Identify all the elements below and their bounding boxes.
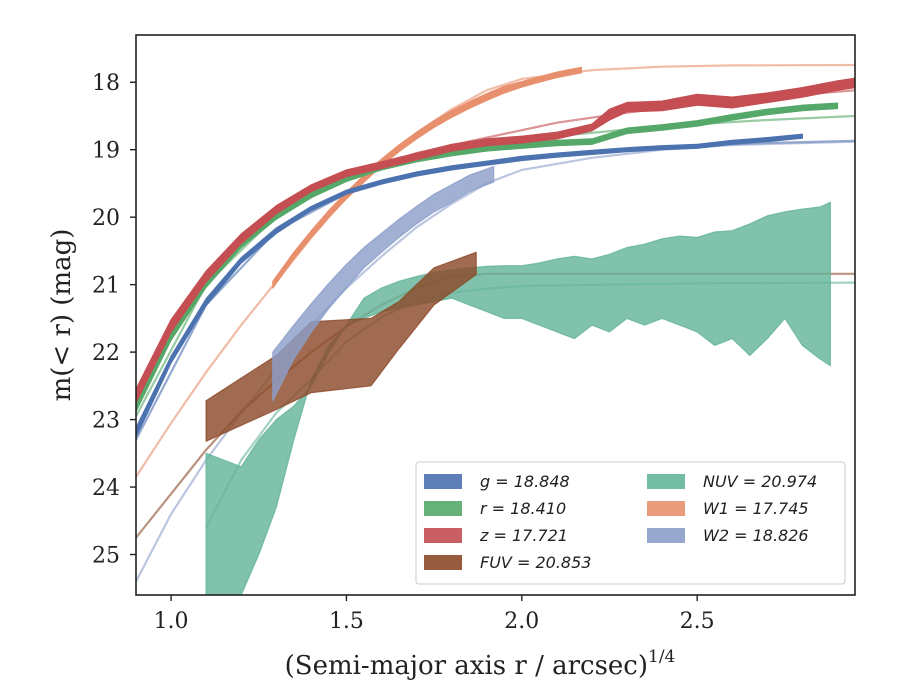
legend-item-z: z = 17.721 [424,526,568,545]
legend-swatch-g [424,474,462,489]
x-tick-label: 2.5 [680,609,715,634]
legend-label-fuv: FUV = 20.853 [480,553,591,572]
x-tick-label: 2.0 [504,609,539,634]
y-axis-label: m(< r) (mag) [47,229,77,402]
y-tick-label: 24 [92,476,120,501]
legend-swatch-r [424,501,462,516]
x-tick-label: 1.0 [154,609,189,634]
y-tick-label: 25 [92,544,120,569]
legend-label-r: r = 18.410 [480,499,566,518]
y-tick-label: 19 [92,139,120,164]
legend-item-nuv: NUV = 20.974 [647,472,817,491]
legend: g = 18.848 r = 18.410 z = 17.721 FUV = 20.8… [415,461,846,585]
x-axis-label: (Semi-major axis r / arcsec)1/4 [285,647,676,681]
data-band-g [136,133,803,438]
legend-label-z: z = 17.721 [479,526,568,545]
model-curve-w2 [136,140,855,583]
plot-frame [135,34,856,596]
legend-label-w2: W2 = 18.826 [703,526,809,545]
x-axis-label-superscript: 1/4 [648,647,675,667]
legend-swatch-w1 [647,501,685,516]
legend-item-g: g = 18.848 [424,472,570,491]
x-axis-label-main: (Semi-major axis r / arcsec) [285,651,648,681]
y-tick-label: 21 [92,274,120,299]
legend-swatch-w2 [647,528,685,543]
legend-label-g: g = 18.848 [480,472,570,491]
legend-swatch-z [424,528,462,543]
y-tick-label: 20 [92,206,120,231]
y-tick-label: 18 [92,71,120,96]
legend-item-w1: W1 = 17.745 [647,499,809,518]
x-tick-label: 1.5 [329,609,364,634]
legend-item-r: r = 18.410 [424,499,566,518]
y-axis: 18 19 20 21 22 23 24 25 [92,71,136,569]
legend-item-w2: W2 = 18.826 [647,526,809,545]
legend-swatch-nuv [647,474,685,489]
data-band-w2 [272,166,495,402]
legend-label-w1: W1 = 17.745 [703,499,809,518]
data-band-z [136,77,855,404]
y-tick-label: 22 [92,341,120,366]
legend-item-fuv: FUV = 20.853 [424,553,591,572]
data-band-w1 [272,66,582,289]
legend-label-nuv: NUV = 20.974 [703,472,817,491]
legend-frame [415,461,846,585]
data-bands [136,66,855,595]
legend-swatch-fuv [424,555,462,570]
x-axis: 1.0 1.5 2.0 2.5 [154,595,715,634]
y-tick-label: 23 [92,409,120,434]
